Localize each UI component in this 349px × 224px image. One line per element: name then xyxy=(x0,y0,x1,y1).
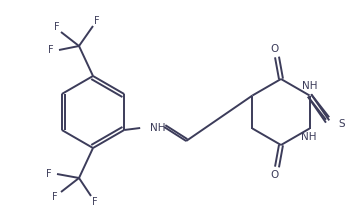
Text: F: F xyxy=(52,192,58,202)
Text: F: F xyxy=(46,169,52,179)
Text: O: O xyxy=(271,170,279,180)
Text: F: F xyxy=(92,197,98,207)
Text: F: F xyxy=(94,16,100,26)
Text: F: F xyxy=(48,45,54,55)
Text: NH: NH xyxy=(301,132,317,142)
Text: F: F xyxy=(54,22,60,32)
Text: NH: NH xyxy=(150,123,166,133)
Text: O: O xyxy=(271,44,279,54)
Text: NH: NH xyxy=(302,81,318,91)
Text: S: S xyxy=(338,118,345,129)
